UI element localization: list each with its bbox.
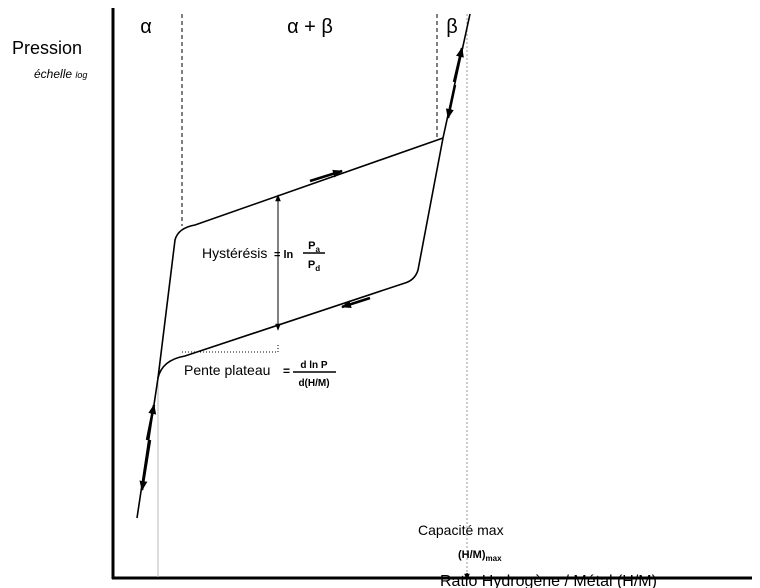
phase-label: α + β xyxy=(287,16,333,38)
phase-label: α xyxy=(140,16,152,38)
isotherm xyxy=(136,13,471,581)
hysteresis-eq: = ln xyxy=(274,249,294,261)
arrow xyxy=(145,404,157,441)
y-axis-label: Pression xyxy=(12,38,82,58)
arrow xyxy=(452,47,464,83)
guides xyxy=(157,14,468,577)
slope-eq: = xyxy=(283,364,290,378)
arrow xyxy=(309,169,343,183)
hysteresis-den: Pd xyxy=(308,259,320,273)
capacity-symbol: (H/M)max xyxy=(458,549,502,563)
scale-word: échelle xyxy=(34,67,72,81)
arrow xyxy=(341,296,371,309)
y-scale-note: échelle log xyxy=(34,67,87,81)
hysteresis-label: Hystérésis xyxy=(202,245,267,261)
sym: P xyxy=(308,240,315,252)
slope-label: Pente plateau xyxy=(184,362,270,378)
scale-sub: log xyxy=(75,70,87,80)
sub: max xyxy=(486,554,503,563)
sub: a xyxy=(315,245,320,254)
arrow xyxy=(445,84,457,119)
x-axis-label: Ratio Hydrogène / Métal (H/M) xyxy=(440,573,657,588)
absorption-curve xyxy=(157,137,444,379)
phase-label: β xyxy=(446,16,458,38)
desorption-curve xyxy=(136,13,471,519)
capacity-label: Capacité max xyxy=(418,522,504,538)
sym: (H/M) xyxy=(458,549,486,561)
axes xyxy=(111,8,752,580)
sym: P xyxy=(308,259,315,271)
hysteresis-num: Pa xyxy=(308,240,320,254)
slope-num: d ln P xyxy=(300,360,328,371)
arrow xyxy=(139,439,152,491)
sub: d xyxy=(315,264,320,273)
slope-guide xyxy=(182,345,279,353)
slope-den: d(H/M) xyxy=(298,378,329,389)
